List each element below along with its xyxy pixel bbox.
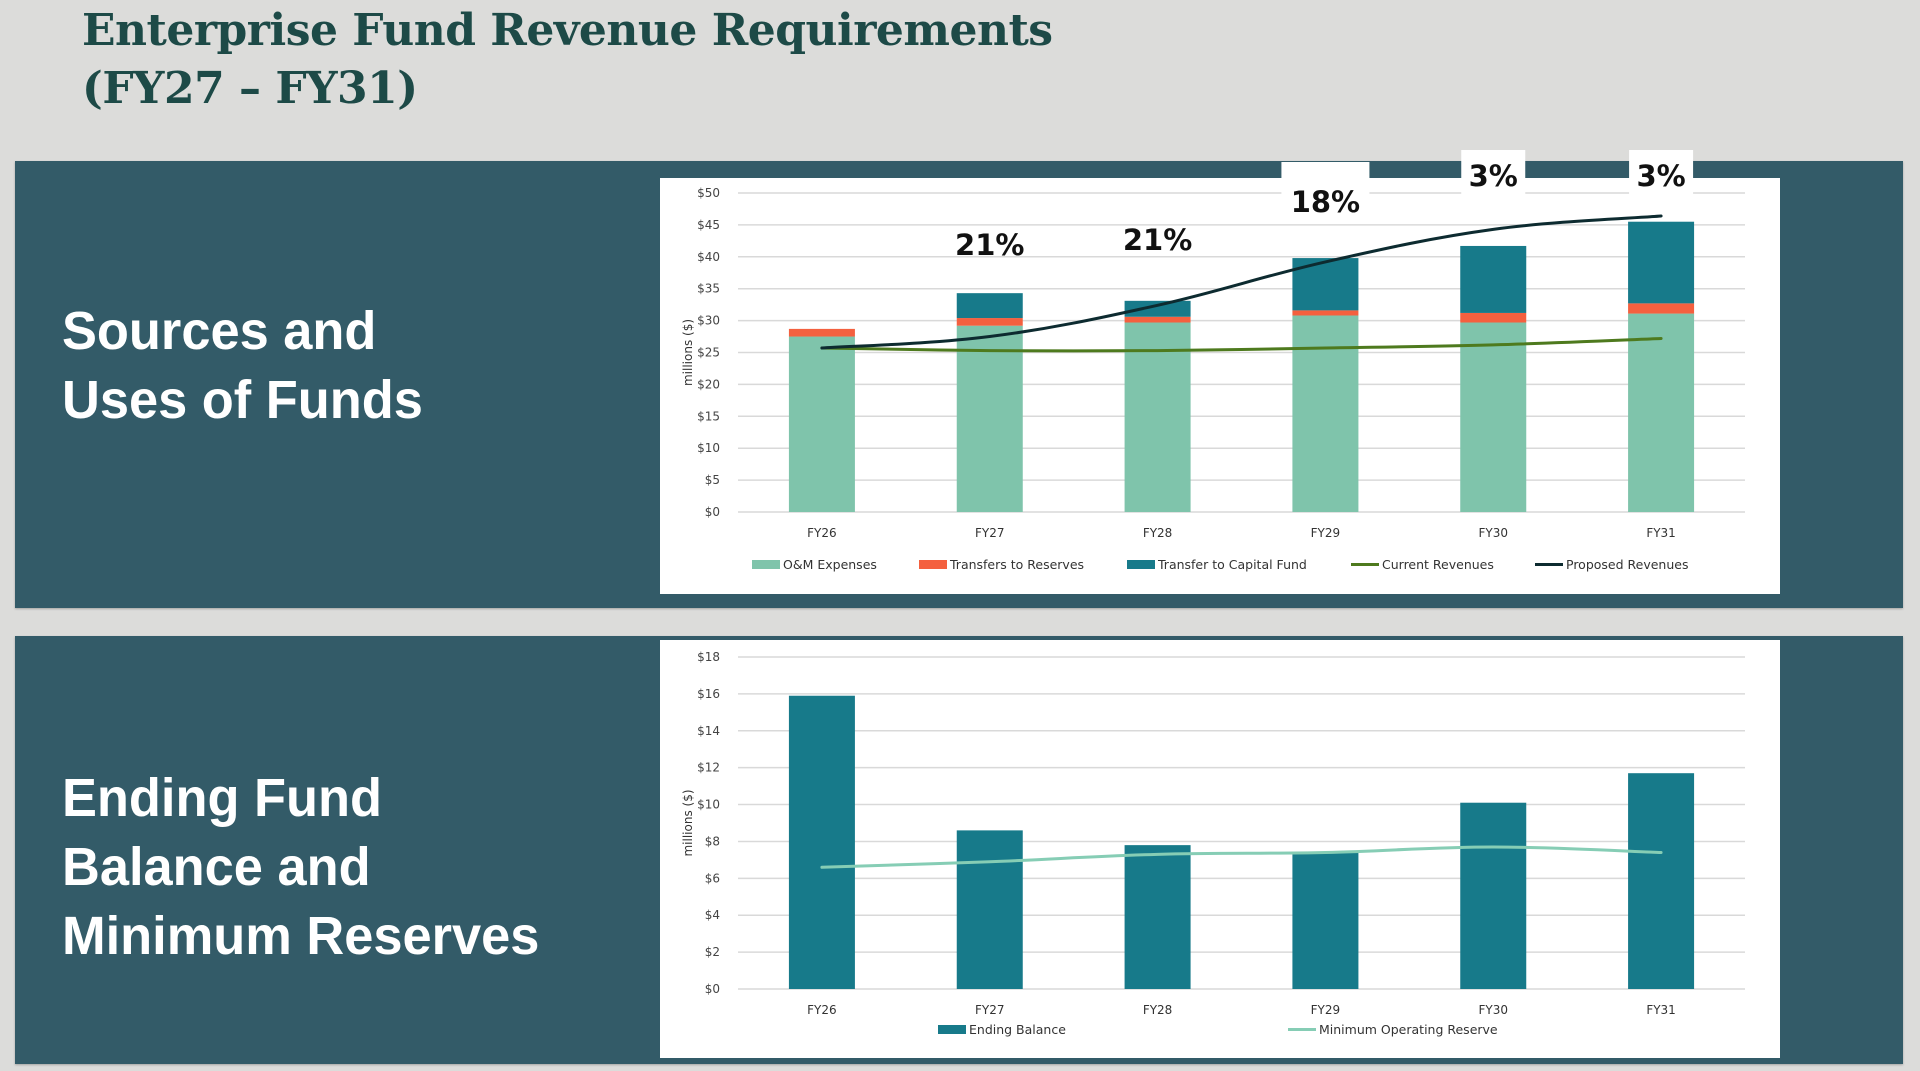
bar-ending-balance: [1292, 852, 1359, 989]
y-tick-label: $0: [705, 982, 720, 996]
x-tick-label: FY29: [1311, 526, 1341, 540]
x-tick-label: FY31: [1646, 526, 1676, 540]
y-tick-label: $12: [697, 761, 720, 775]
legend-label: Ending Balance: [969, 1022, 1066, 1037]
legend-swatch: [752, 560, 780, 569]
fund-balance-heading: Ending Fund Balance and Minimum Reserves: [62, 764, 539, 971]
y-tick-label: $20: [697, 377, 720, 391]
bar-o-m-expenses: [1628, 313, 1695, 512]
bar-o-m-expenses: [1124, 322, 1191, 512]
legend-label: Minimum Operating Reserve: [1319, 1022, 1498, 1037]
bar-ending-balance: [788, 695, 855, 989]
sources-uses-chart: $0 $5 $10 $15 $20 $25 $30 $35 $40 $45 $50 millions …: [660, 178, 1780, 594]
legend-label: O&M Expenses: [783, 557, 877, 572]
heading-line: Ending Fund: [62, 768, 383, 828]
x-tick-label: FY29: [1311, 1003, 1341, 1017]
x-tick-label: FY26: [807, 526, 837, 540]
bar-transfers-to-reserves: [956, 318, 1023, 326]
x-tick-label: FY30: [1478, 1003, 1508, 1017]
x-tick-label: FY31: [1646, 1003, 1676, 1017]
line-proposed-revenues: [820, 214, 1663, 350]
y-tick-label: $15: [697, 409, 720, 423]
y-tick-label: $35: [697, 282, 720, 296]
heading-line: Sources and: [62, 301, 377, 361]
legend-item: Ending Balance: [938, 1022, 1066, 1037]
bar-o-m-expenses: [1292, 315, 1359, 512]
x-tick-label: FY27: [975, 1003, 1005, 1017]
legend-item: Transfers to Reserves: [919, 557, 1084, 572]
legend-swatch: [919, 560, 947, 569]
heading-line: Minimum Reserves: [62, 906, 540, 966]
y-tick-label: $0: [705, 505, 720, 519]
slide-title-line1: Enterprise Fund Revenue Requirements: [82, 5, 1053, 56]
y-axis-label: millions ($): [681, 789, 695, 856]
y-tick-label: $50: [697, 186, 720, 200]
y-tick-label: $18: [697, 650, 720, 664]
x-tick-label: FY28: [1143, 526, 1173, 540]
slide-title-line2: (FY27 – FY31): [82, 63, 418, 114]
legend-item: Current Revenues: [1351, 557, 1494, 572]
x-tick-label: FY30: [1478, 526, 1508, 540]
legend-label: Transfer to Capital Fund: [1157, 557, 1307, 572]
legend-item: O&M Expenses: [752, 557, 877, 572]
sources-uses-heading: Sources and Uses of Funds: [62, 297, 423, 435]
bar-ending-balance: [1460, 802, 1527, 989]
x-tick-label: FY28: [1143, 1003, 1173, 1017]
bar-transfer-to-capital-fund: [1124, 300, 1191, 317]
y-tick-label: $10: [697, 798, 720, 812]
y-tick-label: $45: [697, 218, 720, 232]
bar-transfer-to-capital-fund: [1460, 245, 1527, 313]
slide-title: Enterprise Fund Revenue Requirements (FY…: [82, 2, 1053, 118]
legend-swatch: [1127, 560, 1155, 569]
bar-transfers-to-reserves: [788, 328, 855, 337]
x-tick-label: FY26: [807, 1003, 837, 1017]
bar-transfer-to-capital-fund: [956, 293, 1023, 319]
legend-item: Proposed Revenues: [1535, 557, 1688, 572]
sources-uses-chart-svg: $0 $5 $10 $15 $20 $25 $30 $35 $40 $45 $50 millions …: [681, 186, 1745, 572]
fund-balance-chart: $0 $2 $4 $6 $8 $10 $12 $14 $16 $18 millions ($) FY2…: [660, 640, 1780, 1058]
y-tick-label: $6: [705, 871, 720, 885]
x-tick-label: FY27: [975, 526, 1005, 540]
y-tick-label: $8: [705, 834, 720, 848]
y-axis-label: millions ($): [681, 319, 695, 386]
bar-o-m-expenses: [788, 336, 855, 512]
legend-swatch: [938, 1025, 966, 1034]
bar-ending-balance: [1628, 773, 1695, 989]
bar-transfers-to-reserves: [1124, 316, 1191, 323]
bar-transfers-to-reserves: [1292, 310, 1359, 316]
heading-line: Balance and: [62, 837, 371, 897]
legend: Ending Balance Minimum Operating Reserve: [938, 1022, 1498, 1037]
bar-o-m-expenses: [1460, 322, 1527, 512]
bar-transfers-to-reserves: [1460, 312, 1527, 323]
line-current-revenues: [820, 336, 1663, 353]
legend-label: Transfers to Reserves: [949, 557, 1084, 572]
heading-line: Uses of Funds: [62, 370, 423, 430]
legend-label: Current Revenues: [1382, 557, 1494, 572]
y-tick-label: $25: [697, 346, 720, 360]
bar-ending-balance: [956, 830, 1023, 989]
y-tick-label: $40: [697, 250, 720, 264]
bar-o-m-expenses: [956, 325, 1023, 512]
y-tick-label: $4: [705, 908, 720, 922]
line-minimum-operating-reserve: [820, 845, 1663, 869]
y-tick-label: $2: [705, 945, 720, 959]
legend-item: Minimum Operating Reserve: [1288, 1022, 1498, 1037]
bar-ending-balance: [1124, 845, 1191, 989]
bar-transfers-to-reserves: [1628, 303, 1695, 314]
legend-item: Transfer to Capital Fund: [1127, 557, 1307, 572]
y-tick-label: $14: [697, 724, 720, 738]
y-tick-label: $10: [697, 441, 720, 455]
legend: O&M Expenses Transfers to Reserves Transfe…: [752, 557, 1688, 572]
y-tick-label: $5: [705, 473, 720, 487]
bar-transfer-to-capital-fund: [1628, 221, 1695, 304]
legend-label: Proposed Revenues: [1566, 557, 1688, 572]
y-tick-label: $16: [697, 687, 720, 701]
y-tick-label: $30: [697, 314, 720, 328]
fund-balance-chart-svg: $0 $2 $4 $6 $8 $10 $12 $14 $16 $18 millions ($) FY2…: [681, 650, 1745, 1037]
